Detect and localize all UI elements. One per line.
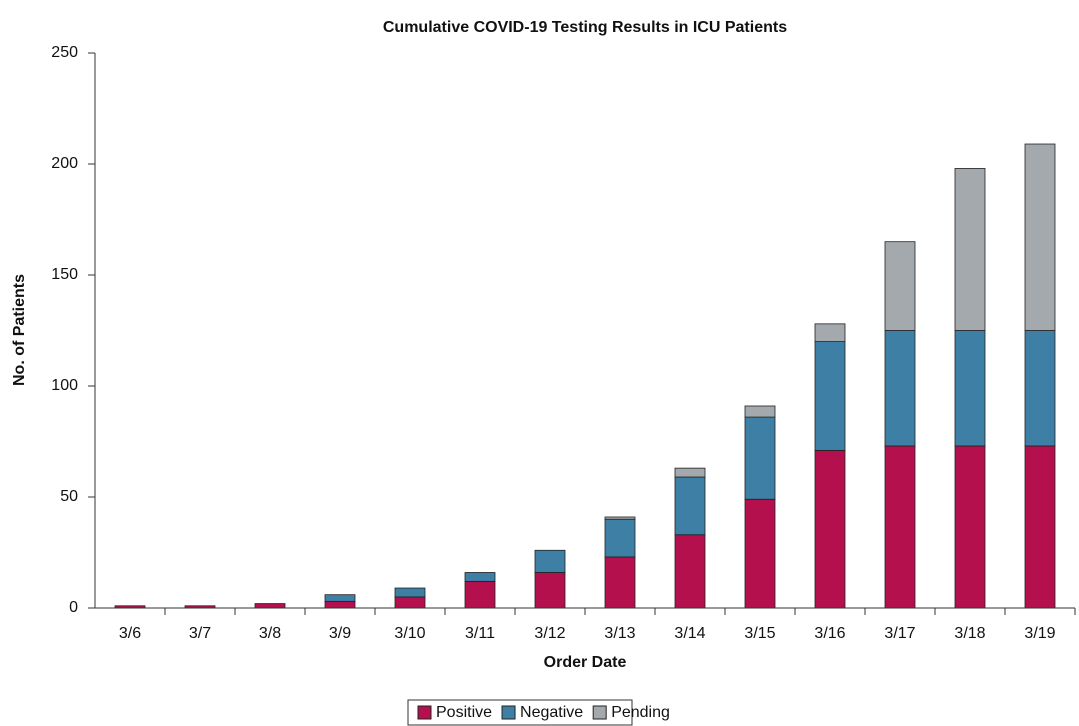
bar-segment xyxy=(674,534,706,609)
x-tick-label: 3/13 xyxy=(604,625,635,642)
y-tick-label: 50 xyxy=(60,488,78,505)
bar-segment xyxy=(954,445,986,609)
x-tick-label: 3/17 xyxy=(884,625,915,642)
bar-segment xyxy=(674,476,706,536)
x-tick-label: 3/19 xyxy=(1024,625,1055,642)
bar-segment xyxy=(744,405,776,418)
y-tick-label: 100 xyxy=(51,377,78,394)
bar-segment xyxy=(604,516,636,520)
y-tick-label: 200 xyxy=(51,155,78,172)
bar-segment xyxy=(954,330,986,447)
y-tick-label: 150 xyxy=(51,266,78,283)
y-tick-label: 250 xyxy=(51,44,78,61)
x-axis-label: Order Date xyxy=(544,654,627,671)
bar-segment xyxy=(814,341,846,451)
chart-title: Cumulative COVID-19 Testing Results in I… xyxy=(383,19,787,36)
legend-label: Pending xyxy=(611,704,670,721)
bar-segment xyxy=(604,556,636,609)
bar-segment xyxy=(954,168,986,331)
bar-segment xyxy=(324,600,356,609)
bar-segment xyxy=(394,587,426,598)
legend-box xyxy=(407,699,633,726)
x-tick-label: 3/6 xyxy=(119,625,141,642)
bar-segment xyxy=(814,449,846,609)
legend-label: Positive xyxy=(436,704,492,721)
x-tick-label: 3/10 xyxy=(394,625,425,642)
legend-label: Negative xyxy=(520,704,583,721)
bar-segment xyxy=(744,416,776,500)
bar-segment xyxy=(464,572,496,582)
legend-swatch xyxy=(592,705,607,720)
bar-segment xyxy=(394,596,426,609)
bar-segment xyxy=(1024,445,1056,609)
bar-segment xyxy=(1024,143,1056,331)
bar-segment xyxy=(674,467,706,478)
bar-segment xyxy=(744,498,776,609)
y-axis-label: No. of Patients xyxy=(11,274,28,386)
x-tick-label: 3/8 xyxy=(259,625,281,642)
x-tick-label: 3/7 xyxy=(189,625,211,642)
legend-swatch xyxy=(501,705,516,720)
x-tick-label: 3/15 xyxy=(744,625,775,642)
bar-segment xyxy=(814,323,846,342)
bar-segment xyxy=(534,549,566,573)
bar-segment xyxy=(1024,330,1056,447)
legend-swatch xyxy=(417,705,432,720)
bar-segment xyxy=(254,603,286,609)
x-tick-label: 3/11 xyxy=(465,625,495,642)
y-tick-label: 0 xyxy=(69,599,78,616)
bar-segment xyxy=(884,445,916,609)
x-tick-label: 3/9 xyxy=(329,625,351,642)
x-tick-label: 3/18 xyxy=(954,625,985,642)
x-tick-label: 3/16 xyxy=(814,625,845,642)
x-tick-label: 3/14 xyxy=(674,625,705,642)
bar-segment xyxy=(534,572,566,609)
bar-segment xyxy=(884,330,916,447)
bar-segment xyxy=(324,594,356,602)
bar-segment xyxy=(884,241,916,331)
x-tick-label: 3/12 xyxy=(534,625,565,642)
bar-segment xyxy=(464,580,496,609)
bar-segment xyxy=(604,518,636,558)
